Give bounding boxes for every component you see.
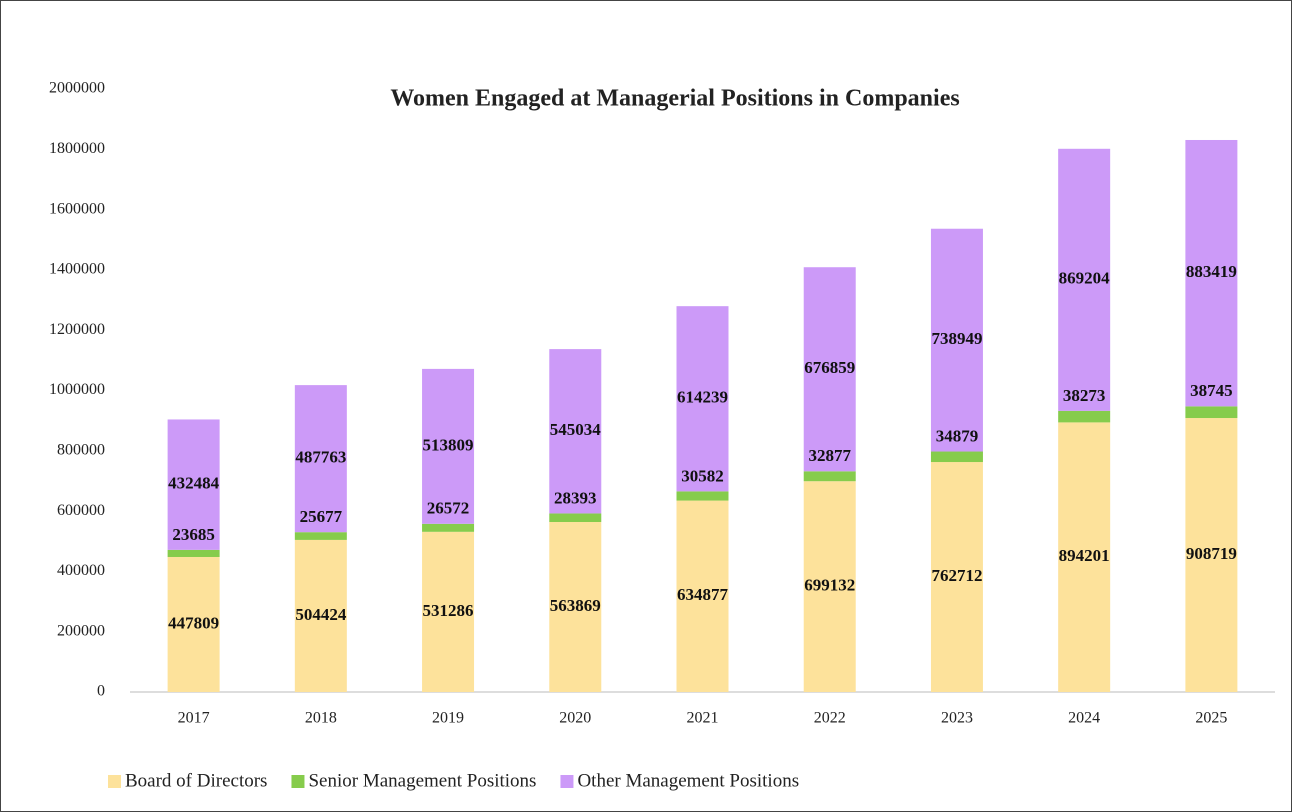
chart-title: Women Engaged at Managerial Positions in… bbox=[390, 86, 959, 112]
bar-segment bbox=[930, 228, 983, 452]
data-label: 38745 bbox=[1190, 381, 1233, 400]
data-label: 883419 bbox=[1186, 262, 1237, 281]
bar-segment bbox=[294, 385, 347, 533]
data-label: 25677 bbox=[300, 507, 343, 526]
data-label: 32877 bbox=[808, 446, 851, 465]
bar-segment bbox=[422, 523, 475, 532]
x-tick-label: 2017 bbox=[178, 710, 210, 727]
legend-swatch bbox=[291, 775, 305, 788]
data-label: 34879 bbox=[936, 426, 979, 445]
y-tick-label: 1800000 bbox=[49, 140, 105, 157]
x-tick-label: 2025 bbox=[1195, 710, 1227, 727]
bar-segment bbox=[803, 481, 856, 692]
bar-segment bbox=[803, 267, 856, 472]
y-tick-label: 400000 bbox=[57, 562, 105, 579]
y-tick-label: 1400000 bbox=[49, 261, 105, 278]
legend-label: Senior Management Positions bbox=[308, 770, 536, 791]
bar-segment bbox=[167, 419, 220, 550]
bar-segment bbox=[549, 513, 602, 522]
bar-segment bbox=[676, 306, 729, 492]
legend-swatch bbox=[108, 775, 121, 788]
data-label: 908719 bbox=[1186, 544, 1237, 563]
x-tick-label: 2019 bbox=[432, 710, 464, 727]
bar-segment bbox=[549, 349, 602, 514]
bar-segment bbox=[1185, 418, 1238, 692]
data-label: 38273 bbox=[1063, 386, 1106, 405]
bar-segment bbox=[422, 531, 475, 692]
y-tick-label: 200000 bbox=[57, 622, 105, 639]
bar-segment bbox=[549, 521, 602, 692]
y-tick-label: 1000000 bbox=[49, 381, 105, 398]
bar-segment bbox=[422, 368, 475, 524]
x-tick-label: 2021 bbox=[687, 710, 719, 727]
data-label: 28393 bbox=[554, 488, 597, 507]
bar-segment bbox=[1185, 406, 1238, 419]
bar-segment bbox=[930, 451, 983, 463]
bar-segment bbox=[294, 539, 347, 692]
data-label: 634877 bbox=[677, 585, 729, 604]
data-label: 699132 bbox=[804, 576, 855, 595]
data-label: 869204 bbox=[1059, 269, 1111, 288]
data-label: 447809 bbox=[168, 613, 219, 632]
data-label: 894201 bbox=[1059, 546, 1110, 565]
bar-segment bbox=[1185, 139, 1238, 407]
y-tick-label: 1200000 bbox=[49, 321, 105, 338]
data-label: 738949 bbox=[931, 329, 982, 348]
bar-segment bbox=[676, 500, 729, 692]
bar-segment bbox=[676, 491, 729, 501]
bar-segment bbox=[294, 532, 347, 540]
x-tick-label: 2020 bbox=[559, 710, 591, 727]
bar-segment bbox=[167, 549, 220, 557]
legend-label: Board of Directors bbox=[125, 770, 267, 791]
data-label: 487763 bbox=[295, 448, 346, 467]
y-tick-label: 2000000 bbox=[49, 80, 105, 97]
data-label: 614239 bbox=[677, 388, 728, 407]
data-label: 23685 bbox=[172, 525, 215, 544]
bar-segment bbox=[1058, 422, 1111, 692]
y-tick-label: 0 bbox=[97, 683, 105, 700]
y-tick-label: 800000 bbox=[57, 441, 105, 458]
x-tick-label: 2024 bbox=[1068, 710, 1100, 727]
data-label: 676859 bbox=[804, 358, 855, 377]
bar-segment bbox=[803, 471, 856, 482]
x-tick-label: 2018 bbox=[305, 710, 337, 727]
data-label: 762712 bbox=[931, 566, 982, 585]
bar-segment bbox=[1058, 410, 1111, 423]
data-label: 26572 bbox=[427, 499, 470, 518]
data-label: 531286 bbox=[423, 601, 474, 620]
data-label: 30582 bbox=[681, 466, 724, 485]
data-label: 513809 bbox=[423, 435, 474, 454]
x-tick-label: 2023 bbox=[941, 710, 973, 727]
bar-segment bbox=[1058, 148, 1111, 411]
data-label: 504424 bbox=[295, 605, 347, 624]
data-label: 563869 bbox=[550, 596, 601, 615]
bar-segment bbox=[167, 556, 220, 692]
data-label: 545034 bbox=[550, 420, 602, 439]
x-tick-label: 2022 bbox=[814, 710, 846, 727]
data-label: 432484 bbox=[168, 474, 220, 493]
legend-label: Other Management Positions bbox=[577, 770, 799, 791]
y-tick-label: 1600000 bbox=[49, 200, 105, 217]
bar-segment bbox=[930, 462, 983, 692]
legend-swatch bbox=[560, 775, 574, 788]
y-tick-label: 600000 bbox=[57, 502, 105, 519]
